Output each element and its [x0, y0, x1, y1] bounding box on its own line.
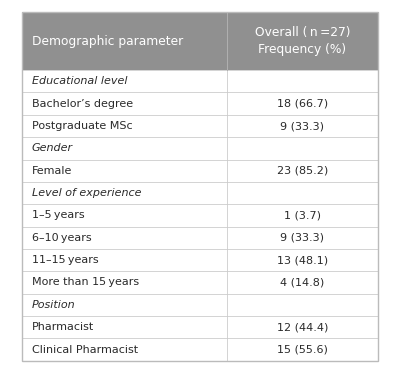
- Text: Demographic parameter: Demographic parameter: [32, 35, 183, 48]
- Text: Educational level: Educational level: [32, 76, 128, 86]
- Text: More than 15 years: More than 15 years: [32, 278, 139, 288]
- Polygon shape: [22, 226, 378, 249]
- Text: Gender: Gender: [32, 143, 73, 153]
- Polygon shape: [22, 182, 378, 204]
- Text: 9 (33.3): 9 (33.3): [280, 121, 324, 131]
- Polygon shape: [22, 70, 378, 93]
- Polygon shape: [22, 249, 378, 271]
- Polygon shape: [22, 271, 378, 294]
- Polygon shape: [22, 160, 378, 182]
- Polygon shape: [22, 294, 378, 316]
- Text: 1–5 years: 1–5 years: [32, 210, 85, 220]
- Polygon shape: [22, 204, 378, 226]
- Text: 12 (44.4): 12 (44.4): [277, 322, 328, 332]
- Text: Postgraduate MSc: Postgraduate MSc: [32, 121, 133, 131]
- Polygon shape: [22, 137, 378, 160]
- Polygon shape: [22, 93, 378, 115]
- Text: Pharmacist: Pharmacist: [32, 322, 94, 332]
- Text: 1 (3.7): 1 (3.7): [284, 210, 321, 220]
- Text: Position: Position: [32, 300, 76, 310]
- Text: 6–10 years: 6–10 years: [32, 233, 92, 243]
- Text: Bachelor’s degree: Bachelor’s degree: [32, 98, 133, 109]
- Polygon shape: [22, 316, 378, 338]
- Text: 9 (33.3): 9 (33.3): [280, 233, 324, 243]
- Polygon shape: [22, 338, 378, 361]
- Polygon shape: [22, 115, 378, 137]
- Text: 18 (66.7): 18 (66.7): [277, 98, 328, 109]
- Text: 11–15 years: 11–15 years: [32, 255, 99, 265]
- Polygon shape: [22, 12, 378, 70]
- Text: Level of experience: Level of experience: [32, 188, 142, 198]
- Text: 15 (55.6): 15 (55.6): [277, 345, 328, 354]
- Text: Clinical Pharmacist: Clinical Pharmacist: [32, 345, 138, 354]
- Text: 23 (85.2): 23 (85.2): [277, 166, 328, 176]
- Text: 13 (48.1): 13 (48.1): [277, 255, 328, 265]
- Text: Overall ( n =27)
Frequency (%): Overall ( n =27) Frequency (%): [254, 26, 350, 56]
- Text: Female: Female: [32, 166, 72, 176]
- Text: 4 (14.8): 4 (14.8): [280, 278, 324, 288]
